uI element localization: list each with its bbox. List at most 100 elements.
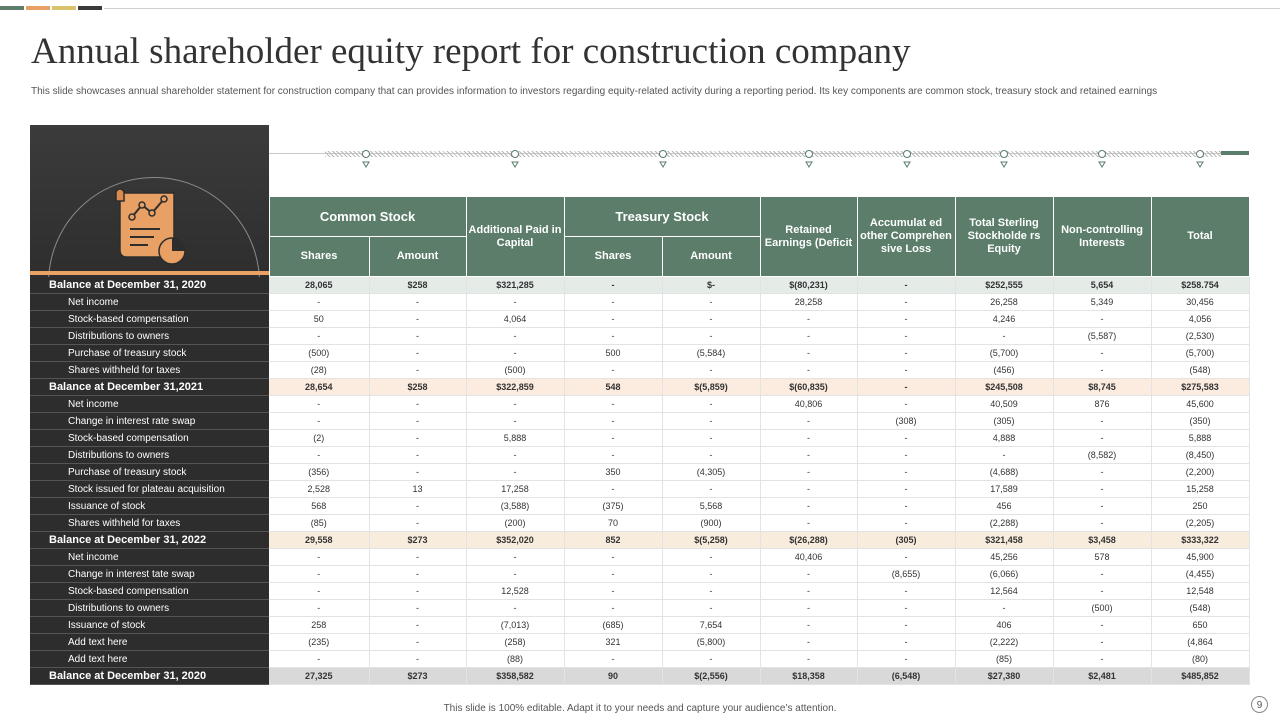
table-cell: (85) [955, 650, 1054, 668]
table-cell: - [662, 582, 761, 600]
table-cell: - [369, 446, 467, 464]
table-cell: - [564, 599, 663, 617]
table-cell: (500) [1053, 599, 1152, 617]
table-cell: - [857, 480, 956, 498]
table-cell: (5,800) [662, 633, 761, 651]
table-cell: 5,888 [1151, 429, 1250, 447]
table-cell: (548) [1151, 361, 1250, 379]
row-label: Change in interest rate swap [30, 412, 269, 430]
table-row: Distributions to owners - - - - - - - - (500) (548… [30, 599, 1250, 617]
table-cell: $358,582 [466, 667, 565, 685]
table-cell: (900) [662, 514, 761, 532]
page-number: 9 [1251, 696, 1268, 713]
row-label: Purchase of treasury stock [30, 463, 269, 481]
table-cell: - [564, 650, 663, 668]
table-cell: - [857, 276, 956, 294]
table-cell: - [369, 310, 467, 328]
table-cell: 5,654 [1053, 276, 1152, 294]
table-cell: - [760, 480, 858, 498]
table-cell: (28) [269, 361, 370, 379]
table-cell: - [369, 293, 467, 311]
table-cell: 12,564 [955, 582, 1054, 600]
table-cell: - [662, 429, 761, 447]
header-non-controlling: Non-controlling Interests [1052, 196, 1152, 277]
row-label: Net income [30, 395, 269, 413]
header-shares: Shares [268, 236, 370, 277]
table-row: Net income - - - - -28,258-26,258 5,349 30,456 [30, 293, 1250, 311]
table-cell: - [760, 446, 858, 464]
table-cell: 4,064 [466, 310, 565, 328]
timeline-node-icon [1196, 150, 1204, 168]
table-cell: 40,509 [955, 395, 1054, 413]
table-cell: $275,583 [1151, 378, 1250, 396]
table-cell: - [269, 412, 370, 430]
table-row: Issuance of stock 258- (7,013) (685) 7,654- -… [30, 616, 1250, 634]
table-cell: (4,305) [662, 463, 761, 481]
row-label: Balance at December 31, 2022 [30, 531, 269, 549]
table-cell: (2,288) [955, 514, 1054, 532]
header-common-stock: Common Stock [268, 196, 467, 237]
table-cell: 7,654 [662, 616, 761, 634]
timeline-node-icon [659, 150, 667, 168]
table-cell: (2,200) [1151, 463, 1250, 481]
table-cell: - [857, 463, 956, 481]
table-cell: (5,700) [1151, 344, 1250, 362]
table-cell: 27,325 [269, 667, 370, 685]
table-cell: - [564, 310, 663, 328]
table-body: Balance at December 31, 2020 28,065 $258 $3… [30, 276, 1250, 685]
table-cell: (5,700) [955, 344, 1054, 362]
row-label: Stock-based compensation [30, 582, 269, 600]
table-cell: - [857, 599, 956, 617]
row-label: Distributions to owners [30, 599, 269, 617]
row-label: Balance at December 31, 2020 [30, 276, 269, 294]
table-cell: 15,258 [1151, 480, 1250, 498]
table-cell: - [269, 599, 370, 617]
table-cell: $27,380 [955, 667, 1054, 685]
table-row: Purchase of treasury stock (500) - -500 (5,5… [30, 344, 1250, 362]
table-cell: - [1053, 344, 1152, 362]
table-cell: - [1053, 497, 1152, 515]
table-cell: - [857, 582, 956, 600]
row-label: Shares withheld for taxes [30, 361, 269, 379]
hero-underline [30, 271, 269, 275]
timeline-node-icon [362, 150, 370, 168]
table-cell: (258) [466, 633, 565, 651]
table-cell: $322,859 [466, 378, 565, 396]
table-cell: - [564, 429, 663, 447]
table-cell: - [466, 344, 565, 362]
header-additional-paid: Additional Paid in Capital [465, 196, 565, 277]
table-cell: 568 [269, 497, 370, 515]
table-cell: - [1053, 514, 1152, 532]
table-cell: - [564, 565, 663, 583]
table-cell: (500) [269, 344, 370, 362]
table-cell: 258 [269, 616, 370, 634]
table-cell: 350 [564, 463, 663, 481]
table-cell: - [760, 361, 858, 379]
table-row: Purchase of treasury stock (356) - -350 (4,3… [30, 463, 1250, 481]
header-timeline [269, 150, 1249, 172]
header-total-sterling: Total Sterling Stockholde rs Equity [954, 196, 1054, 277]
accent-bar-dark [78, 6, 102, 10]
table-cell: 650 [1151, 616, 1250, 634]
table-cell: 26,258 [955, 293, 1054, 311]
table-cell: 17,258 [466, 480, 565, 498]
table-row: Stock-based compensation 50-4,064- - - -4,24… [30, 310, 1250, 328]
table-cell: 852 [564, 531, 663, 549]
table-cell: 29,558 [269, 531, 370, 549]
table-cell: - [857, 514, 956, 532]
table-cell: - [466, 548, 565, 566]
table-cell: - [857, 650, 956, 668]
table-cell: 45,256 [955, 548, 1054, 566]
table-cell: $8,745 [1053, 378, 1152, 396]
table-cell: - [1053, 480, 1152, 498]
table-cell: - [857, 378, 956, 396]
table-cell: - [564, 480, 663, 498]
table-cell: - [369, 361, 467, 379]
document-chart-icon [115, 188, 186, 265]
table-cell: 28,654 [269, 378, 370, 396]
table-cell: - [857, 293, 956, 311]
table-cell: - [369, 548, 467, 566]
header-retained-earnings: Retained Earnings (Deficit [759, 196, 858, 277]
table-cell: 30,456 [1151, 293, 1250, 311]
table-cell: - [955, 446, 1054, 464]
